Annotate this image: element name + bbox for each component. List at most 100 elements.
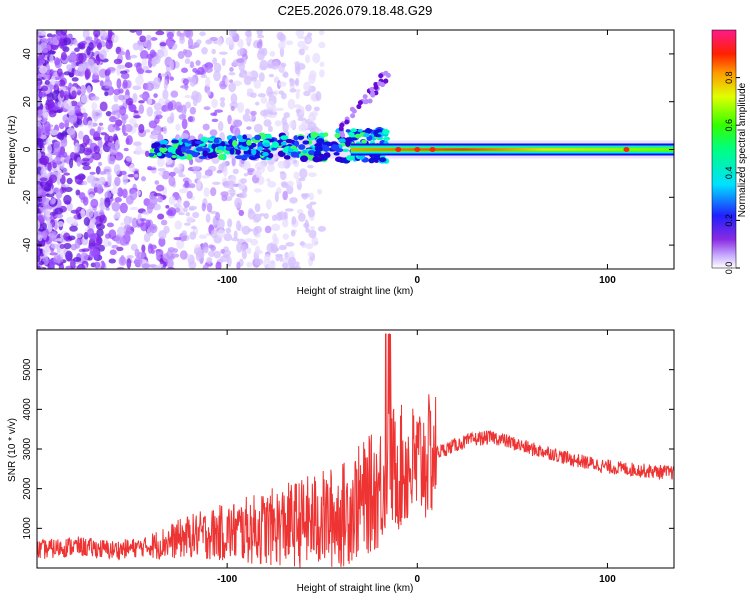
heatmap-noise-blob	[134, 248, 140, 258]
heatmap-noise-blob	[90, 96, 100, 101]
heatmap-noise-blob	[203, 246, 209, 254]
heatmap-signal-blob	[159, 146, 168, 153]
heatmap-signal-blob	[254, 134, 262, 141]
heatmap-noise-blob	[150, 37, 158, 41]
heatmap-noise-blob	[162, 89, 169, 100]
heatmap-noise-blob	[308, 192, 314, 201]
heatmap-noise-blob	[195, 170, 202, 181]
bottom-x-axis-label: Height of straight line (km)	[297, 583, 414, 594]
heatmap-noise-blob	[124, 62, 133, 69]
heatmap-noise-blob	[308, 229, 317, 239]
heatmap-noise-blob	[301, 193, 308, 200]
heatmap-noise-blob	[288, 256, 297, 268]
heatmap-noise-blob	[308, 172, 317, 178]
heatmap-noise-blob	[97, 183, 103, 195]
heatmap-noise-blob	[299, 241, 305, 246]
heatmap-noise-blob	[39, 91, 47, 98]
heatmap-noise-blob	[168, 175, 176, 187]
heatmap-noise-blob	[281, 182, 289, 188]
heatmap-signal-blob	[175, 148, 183, 156]
heatmap-noise-blob	[53, 141, 61, 153]
heatmap-noise-blob	[138, 104, 145, 115]
heatmap-noise-blob	[192, 211, 200, 219]
heatmap-noise-blob	[41, 109, 49, 120]
heatmap-noise-blob	[281, 116, 287, 126]
heatmap-noise-blob	[215, 261, 222, 269]
bottom-y-tick-label: 2000	[22, 477, 33, 500]
heatmap-noise-blob	[141, 58, 148, 68]
heatmap-signal-blob	[262, 151, 269, 157]
heatmap-signal-blob	[361, 139, 367, 144]
heatmap-noise-blob	[192, 165, 201, 171]
heatmap-noise-blob	[139, 50, 149, 60]
heatmap-noise-blob	[203, 187, 210, 198]
heatmap-noise-blob	[110, 187, 119, 195]
heatmap-noise-blob	[255, 101, 260, 106]
heatmap-noise-blob	[201, 202, 206, 212]
heatmap-noise-blob	[307, 251, 313, 257]
bottom-x-tick-label: 0	[415, 574, 421, 585]
heatmap-noise-blob	[312, 52, 321, 64]
heatmap-noise-blob	[210, 187, 217, 197]
heatmap-noise-blob	[52, 187, 61, 193]
heatmap-noise-blob	[198, 234, 208, 239]
heatmap-noise-blob	[153, 193, 163, 197]
heatmap-noise-blob	[189, 106, 197, 115]
heatmap-noise-blob	[243, 75, 252, 86]
heatmap-noise-blob	[247, 228, 254, 232]
heatmap-noise-blob	[307, 32, 313, 37]
heatmap-noise-blob	[303, 81, 311, 92]
heatmap-streak-blob	[373, 85, 379, 91]
heatmap-noise-blob	[233, 230, 238, 239]
heatmap-noise-blob	[42, 48, 49, 53]
heatmap-noise-blob	[282, 218, 289, 228]
heatmap-noise-blob	[37, 197, 43, 203]
heatmap-noise-blob	[111, 34, 119, 44]
heatmap-noise-blob	[58, 169, 63, 179]
heatmap-noise-blob	[225, 227, 232, 234]
heatmap-noise-blob	[246, 126, 252, 130]
heatmap-noise-blob	[114, 139, 121, 151]
heatmap-noise-blob	[119, 237, 126, 246]
heatmap-noise-blob	[167, 101, 174, 112]
heatmap-noise-blob	[307, 208, 315, 218]
heatmap-noise-blob	[246, 247, 252, 255]
heatmap-noise-blob	[132, 85, 142, 91]
heatmap-noise-blob	[295, 108, 301, 114]
heatmap-noise-blob	[179, 188, 188, 194]
heatmap-noise-blob	[130, 54, 138, 59]
heatmap-signal-blob	[236, 134, 243, 140]
heatmap-noise-blob	[74, 238, 81, 249]
heatmap-noise-blob	[70, 100, 78, 107]
heatmap-noise-blob	[98, 244, 105, 252]
heatmap-noise-blob	[223, 166, 228, 177]
heatmap-noise-blob	[158, 171, 164, 176]
heatmap-noise-blob	[82, 165, 92, 171]
heatmap-signal-blob	[382, 129, 390, 135]
heatmap-noise-blob	[293, 104, 302, 109]
heatmap-noise-blob	[182, 206, 188, 213]
heatmap-noise-blob	[40, 239, 46, 247]
colorbar-ticks: 0.0 0.2 0.4 0.6 0.8	[724, 71, 740, 274]
heatmap-noise-blob	[40, 167, 47, 178]
heatmap-noise-blob	[205, 39, 213, 45]
heatmap-noise-blob	[206, 257, 213, 264]
heatmap-noise-blob	[49, 174, 58, 184]
heatmap-signal-blob	[297, 135, 305, 140]
heatmap-noise-blob	[37, 55, 44, 66]
heatmap-noise-blob	[76, 90, 82, 96]
heatmap-noise-blob	[37, 126, 41, 137]
heatmap-noise-blob	[79, 42, 86, 49]
heatmap-noise-blob	[216, 218, 225, 230]
heatmap-streak-blob	[370, 91, 376, 97]
heatmap-noise-blob	[215, 211, 221, 221]
heatmap-noise-blob	[255, 245, 261, 255]
heatmap-signal-blob	[365, 127, 372, 135]
heatmap-noise-blob	[177, 51, 185, 60]
heatmap-noise-blob	[305, 54, 311, 64]
colorbar-tick-label: 0.4	[724, 167, 734, 180]
heatmap-noise-blob	[272, 233, 278, 243]
heatmap-noise-blob	[307, 121, 317, 132]
heatmap-signal-blob	[350, 137, 357, 141]
heatmap-noise-blob	[57, 109, 63, 113]
